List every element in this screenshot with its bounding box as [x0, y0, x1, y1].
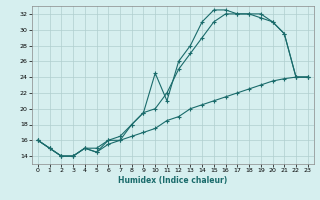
X-axis label: Humidex (Indice chaleur): Humidex (Indice chaleur)	[118, 176, 228, 185]
